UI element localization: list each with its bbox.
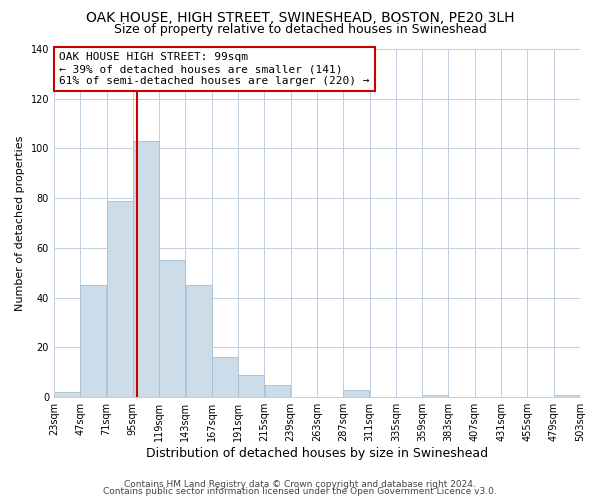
Bar bbox=[133, 141, 159, 397]
Bar bbox=[265, 385, 290, 397]
Bar bbox=[159, 260, 185, 397]
Bar bbox=[422, 394, 448, 397]
Bar bbox=[107, 200, 133, 397]
Bar bbox=[54, 392, 80, 397]
Bar bbox=[343, 390, 370, 397]
Bar bbox=[80, 286, 106, 397]
Bar bbox=[554, 394, 580, 397]
Y-axis label: Number of detached properties: Number of detached properties bbox=[15, 136, 25, 311]
Text: OAK HOUSE HIGH STREET: 99sqm
← 39% of detached houses are smaller (141)
61% of s: OAK HOUSE HIGH STREET: 99sqm ← 39% of de… bbox=[59, 52, 370, 86]
Text: Contains public sector information licensed under the Open Government Licence v3: Contains public sector information licen… bbox=[103, 487, 497, 496]
X-axis label: Distribution of detached houses by size in Swineshead: Distribution of detached houses by size … bbox=[146, 447, 488, 460]
Bar bbox=[238, 375, 264, 397]
Bar bbox=[185, 286, 212, 397]
Text: OAK HOUSE, HIGH STREET, SWINESHEAD, BOSTON, PE20 3LH: OAK HOUSE, HIGH STREET, SWINESHEAD, BOST… bbox=[86, 11, 514, 25]
Bar bbox=[212, 358, 238, 397]
Text: Size of property relative to detached houses in Swineshead: Size of property relative to detached ho… bbox=[113, 22, 487, 36]
Text: Contains HM Land Registry data © Crown copyright and database right 2024.: Contains HM Land Registry data © Crown c… bbox=[124, 480, 476, 489]
